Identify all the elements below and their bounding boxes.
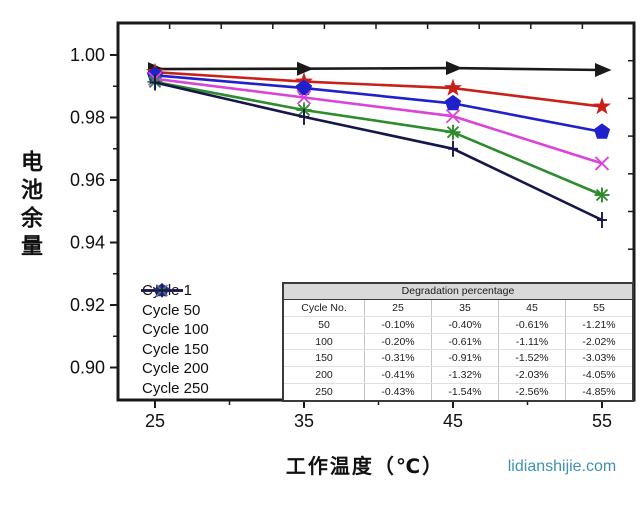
x-axis-title: 工作温度（℃） xyxy=(285,456,445,478)
table-cell: -1.54% xyxy=(431,384,498,400)
x-tick-label: 35 xyxy=(294,411,314,431)
table-cell: -4.05% xyxy=(565,367,632,384)
marker-asterisk xyxy=(595,188,609,202)
table-cell: -0.41% xyxy=(364,367,431,384)
marker-star xyxy=(444,78,462,96)
table-row: 150 -0.31% -0.91% -1.52% -3.03% xyxy=(284,349,632,367)
table-cell: -1.21% xyxy=(565,316,632,333)
table-header-row: Cycle No. 25 35 45 55 xyxy=(284,300,632,316)
x-tick-label: 45 xyxy=(443,411,463,431)
legend-item-cycle-50: Cycle 50 xyxy=(139,282,209,321)
watermark-text: lidianshijie.com xyxy=(507,458,617,475)
degradation-table: Degradation percentage Cycle No. 25 35 45 55 5… xyxy=(282,282,634,402)
table-cell: 150 xyxy=(315,352,333,365)
table-cell: -0.31% xyxy=(364,350,431,367)
marker-pentagon xyxy=(444,94,462,111)
table-cell: 50 xyxy=(318,318,330,331)
table-cell: 45 xyxy=(498,300,565,316)
legend-marker-plus xyxy=(141,283,183,298)
x-tick-label: 25 xyxy=(145,411,165,431)
series-line-cycle-150 xyxy=(154,77,603,165)
legend-item-cycle-200: Cycle 200 xyxy=(139,284,209,379)
legend-label: Cycle 100 xyxy=(142,321,209,339)
table-cell: 25 xyxy=(364,300,431,316)
legend-label: Cycle 150 xyxy=(142,340,209,358)
table-cell: -0.61% xyxy=(498,316,565,333)
table-cell: -1.11% xyxy=(498,333,565,350)
y-tick-label: 0.96 xyxy=(70,170,105,190)
y-axis-title: 电池余量 xyxy=(18,150,43,262)
table-cell: -0.10% xyxy=(364,316,431,333)
series-line-cycle-250 xyxy=(154,81,603,222)
table-cell: -1.32% xyxy=(431,367,498,384)
marker-triangle xyxy=(297,61,314,76)
table-cell: -1.52% xyxy=(498,350,565,367)
table-cell: 100 xyxy=(315,335,333,348)
y-tick-label: 0.94 xyxy=(70,233,105,253)
legend-label: Cycle 50 xyxy=(142,301,201,319)
table-cell: 200 xyxy=(315,369,333,382)
marker-star xyxy=(593,97,611,115)
series-line-cycle-200 xyxy=(154,80,603,197)
marker-x xyxy=(296,90,312,105)
table-cell: Cycle No. xyxy=(301,301,347,314)
y-tick-label: 1.00 xyxy=(70,45,105,65)
table-row: 100 -0.20% -0.61% -1.11% -2.02% xyxy=(284,332,632,350)
table-row: 50 -0.10% -0.40% -0.61% -1.21% xyxy=(284,315,632,333)
table-cell: -0.20% xyxy=(364,333,431,350)
table-row: 200 -0.41% -1.32% -2.03% -4.05% xyxy=(284,366,632,384)
table-cell: 250 xyxy=(315,386,333,399)
marker-x xyxy=(445,109,461,124)
table-cell: -0.40% xyxy=(431,316,498,333)
table-cell: 35 xyxy=(431,300,498,316)
marker-triangle xyxy=(446,61,463,76)
legend-label: Cycle 200 xyxy=(142,360,209,378)
table-cell: -3.03% xyxy=(565,350,632,367)
table-cell: -2.02% xyxy=(565,333,632,350)
y-tick-label: 0.98 xyxy=(70,108,105,128)
table-cell: -0.61% xyxy=(431,333,498,350)
marker-triangle xyxy=(595,63,612,77)
legend-label: Cycle 250 xyxy=(142,379,209,397)
table-row: 250 -0.43% -1.54% -2.56% -4.85% xyxy=(284,383,632,400)
y-tick-label: 0.90 xyxy=(70,358,105,378)
marker-pentagon xyxy=(593,123,611,139)
legend-item-cycle-100: Cycle 100 xyxy=(139,283,209,340)
series-line-cycle-50 xyxy=(154,70,603,108)
table-cell: -0.91% xyxy=(431,350,498,367)
table-cell: -2.03% xyxy=(498,367,565,384)
legend-item-cycle-150: Cycle 150 xyxy=(139,284,209,360)
table-cell: -2.56% xyxy=(498,384,565,400)
degradation-table-title: Degradation percentage xyxy=(284,284,632,300)
table-cell: -4.85% xyxy=(565,384,632,400)
marker-asterisk xyxy=(446,126,460,139)
table-cell: -0.43% xyxy=(364,384,431,400)
table-cell: 55 xyxy=(565,300,632,316)
marker-x xyxy=(594,156,610,171)
series-line-cycle-100 xyxy=(154,74,603,134)
x-tick-label: 55 xyxy=(592,411,612,431)
series-line-cycle-1 xyxy=(154,66,603,72)
marker-pentagon xyxy=(295,79,313,95)
legend-item-cycle-250: Cycle 250 xyxy=(139,283,209,399)
y-tick-label: 0.92 xyxy=(70,295,105,315)
